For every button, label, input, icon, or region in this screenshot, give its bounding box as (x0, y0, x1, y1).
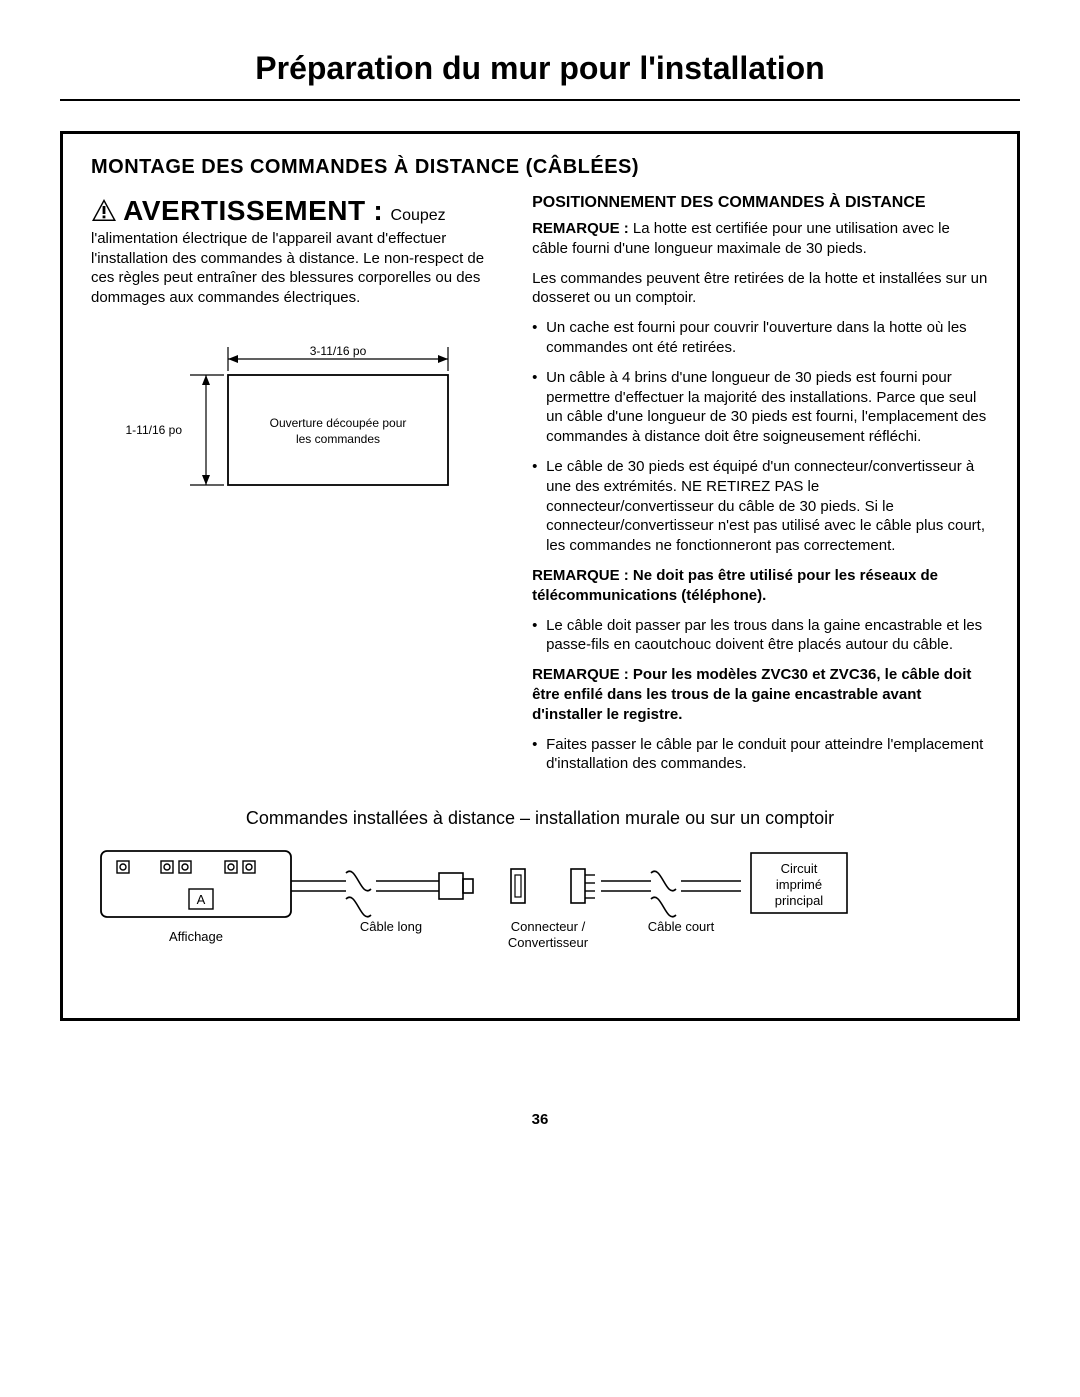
section-heading: MONTAGE DES COMMANDES À DISTANCE (CÂBLÉE… (91, 156, 989, 179)
bullet-5: Faites passer le câble par le conduit po… (532, 735, 989, 775)
pcb-label-1: Circuit (781, 861, 818, 876)
remark-3: REMARQUE : Pour les modèles ZVC30 et ZVC… (532, 665, 989, 724)
short-cable-label: Câble court (648, 919, 715, 934)
bottom-caption: Commandes installées à distance – instal… (91, 808, 989, 829)
warning-word: AVERTISSEMENT (123, 195, 365, 226)
connector-label-1: Connecteur / (511, 919, 586, 934)
cutout-box-text-2: les commandes (296, 432, 380, 446)
height-dim-label: 1-11/16 po (125, 423, 182, 437)
pcb-label-3: principal (775, 893, 824, 908)
positioning-subheading: POSITIONNEMENT DES COMMANDES À DISTANCE (532, 193, 989, 213)
cutout-diagram: 3-11/16 po Ouverture découpée pour les c… (118, 327, 478, 532)
right-column: POSITIONNEMENT DES COMMANDES À DISTANCE … (532, 193, 989, 784)
width-dim-label: 3-11/16 po (309, 344, 366, 358)
display-letter: A (197, 892, 206, 907)
bullet-list-2: Le câble doit passer par les trous dans … (532, 616, 989, 656)
warning-body: l'alimentation électrique de l'appareil … (91, 230, 484, 306)
connector-label-2: Convertisseur (508, 935, 589, 950)
pcb-label-2: imprimé (776, 877, 822, 892)
bullet-3: Le câble de 30 pieds est équipé d'un con… (532, 457, 989, 556)
bullet-list-1: Un cache est fourni pour couvrir l'ouver… (532, 318, 989, 556)
warning-block: AVERTISSEMENT : Coupez l'alimentation él… (91, 193, 504, 307)
long-cable-label: Câble long (360, 919, 422, 934)
bullet-1: Un cache est fourni pour couvrir l'ouver… (532, 318, 989, 358)
cutout-box-text-1: Ouverture découpée pour (269, 416, 406, 430)
remark-1-label: REMARQUE : (532, 220, 629, 237)
bullet-list-3: Faites passer le câble par le conduit po… (532, 735, 989, 775)
warning-lead: Coupez (391, 207, 446, 224)
bullet-2: Un câble à 4 brins d'une longueur de 30 … (532, 368, 989, 447)
content-frame: MONTAGE DES COMMANDES À DISTANCE (CÂBLÉE… (60, 131, 1020, 1021)
remark-2: REMARQUE : Ne doit pas être utilisé pour… (532, 566, 989, 606)
warning-icon (91, 198, 117, 228)
page-number: 36 (60, 1111, 1020, 1128)
intro-para: Les commandes peuvent être retirées de l… (532, 269, 989, 309)
display-label: Affichage (169, 929, 223, 944)
left-column: AVERTISSEMENT : Coupez l'alimentation él… (91, 193, 504, 784)
page-title: Préparation du mur pour l'installation (60, 50, 1020, 101)
two-column-layout: AVERTISSEMENT : Coupez l'alimentation él… (91, 193, 989, 784)
cable-diagram: A Affichage Câble long Connecteur / Conv… (91, 843, 989, 978)
bullet-4: Le câble doit passer par les trous dans … (532, 616, 989, 656)
remark-1: REMARQUE : La hotte est certifiée pour u… (532, 219, 989, 259)
